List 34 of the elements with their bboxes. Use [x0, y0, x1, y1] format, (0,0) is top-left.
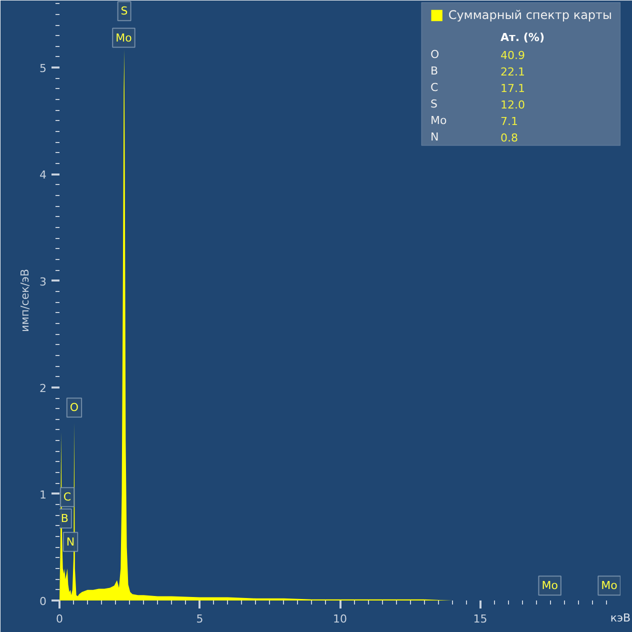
legend-label: Суммарный спектр карты: [448, 8, 612, 22]
y-tick-label: 5: [40, 62, 46, 76]
annotation: 12.0: [500, 98, 525, 112]
x-tick-label: 10: [333, 612, 347, 626]
annotation: C: [430, 81, 438, 94]
y-tick-label: 0: [40, 595, 46, 608]
annotation: 0.8: [500, 132, 518, 144]
y-tick-label: 2: [40, 382, 46, 395]
annotation: Mo: [542, 579, 558, 592]
annotation: Ат. (%): [500, 31, 544, 44]
annotation: B: [60, 512, 68, 525]
annotation: O: [70, 401, 79, 414]
x-tick-label: 5: [196, 612, 204, 626]
annotation: N: [430, 130, 439, 144]
annotation: S: [430, 98, 438, 110]
y-tick-label: 4: [40, 168, 46, 182]
annotation: Mo: [601, 579, 618, 592]
annotation: 17.1: [500, 82, 525, 95]
annotation: 22.1: [500, 66, 525, 78]
annotation: Mo: [116, 31, 132, 44]
annotation: B: [430, 64, 438, 78]
annotation: S: [120, 4, 128, 18]
y-axis-title: имп/сек/эВ: [18, 268, 32, 332]
annotation: N: [66, 535, 75, 548]
annotation: 40.9: [500, 49, 525, 62]
y-tick-label: 3: [40, 275, 46, 288]
annotation: 7.1: [500, 115, 518, 128]
x-tick-label: 15: [473, 612, 488, 626]
x-axis-title: кэВ: [610, 612, 631, 624]
annotation: O: [430, 48, 440, 61]
annotation: C: [63, 490, 72, 504]
x-tick-label: 0: [56, 612, 63, 626]
annotation: Mo: [430, 114, 447, 127]
y-tick-label: 1: [40, 488, 46, 502]
